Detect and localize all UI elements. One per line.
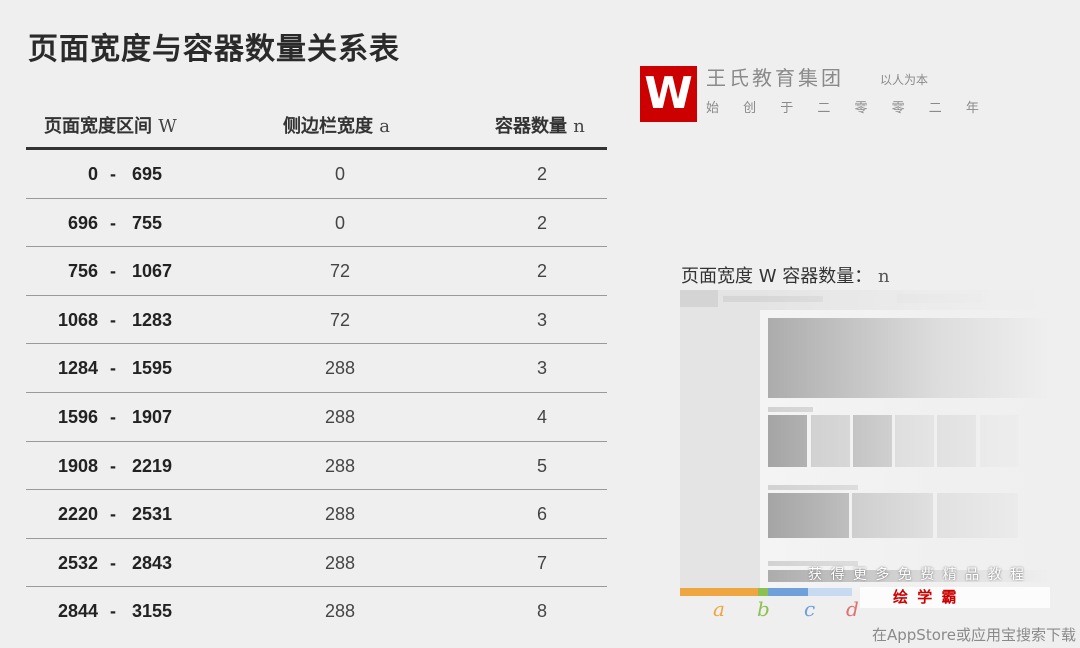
range-from: 2532 [57, 552, 98, 573]
legend-bar-c [768, 588, 808, 596]
watermark-brand-strip [860, 587, 1050, 608]
sidebar-width-cell: 288 [324, 601, 356, 622]
range-to: 1907 [132, 407, 173, 427]
page-title: 页面宽度与容器数量关系表 [28, 32, 400, 67]
header-label: 页面宽度区间 [44, 116, 152, 137]
container-count-cell: 8 [536, 601, 547, 622]
table-row: 1596-1907 288 4 [26, 393, 607, 442]
container-count-cell: 2 [536, 261, 547, 282]
diagram-title: 页面宽度 W 容器数量： n [681, 262, 890, 288]
range-separator: - [110, 261, 116, 282]
table-row: 1068-1283 72 3 [26, 296, 607, 345]
range-from: 1596 [57, 407, 98, 427]
container-count-cell: 2 [536, 212, 547, 233]
header-page-width: 页面宽度区间 W [44, 112, 177, 138]
legend-bar-a [680, 588, 758, 596]
watermark-download: 在AppStore或应用宝搜索下载 [872, 626, 1076, 644]
sidebar-width-cell: 72 [329, 309, 351, 330]
table-row: 1908-2219 288 5 [26, 442, 607, 491]
header-label: 侧边栏宽度 [283, 116, 373, 137]
range-from: 2220 [57, 504, 98, 525]
range-from: 0 [87, 164, 98, 184]
container-count-cell: 7 [536, 552, 547, 573]
sidebar-width-cell: 288 [324, 455, 356, 476]
sidebar-width-cell: 288 [324, 504, 356, 525]
range-from: 696 [67, 212, 98, 233]
header-container-count: 容器数量 n [495, 112, 585, 138]
range-to: 695 [132, 164, 163, 184]
range-to: 2531 [132, 504, 173, 525]
table-row: 2532-2843 288 7 [26, 539, 607, 588]
table-row: 2220-2531 288 6 [26, 490, 607, 539]
watermark-org: 王氏教育集团 [706, 66, 844, 90]
range-separator: - [110, 358, 116, 379]
range-from: 1284 [57, 358, 98, 379]
watermark-since: 始 创 于 二 零 零 二 年 [706, 101, 989, 116]
watermark-brand: 绘 学 霸 [893, 588, 959, 606]
header-var: n [573, 116, 585, 137]
range-from: 1068 [57, 309, 98, 330]
container-count-cell: 3 [536, 309, 547, 330]
layout-diagram [680, 290, 1050, 590]
container-count-cell: 4 [536, 407, 547, 427]
table-row: 756-1067 72 2 [26, 247, 607, 296]
table-row: 0-695 0 2 [26, 150, 607, 199]
header-sidebar-width: 侧边栏宽度 a [283, 112, 390, 138]
legend-label-b: b [757, 597, 770, 621]
range-to: 1595 [132, 358, 173, 379]
diagram-title-var: n [877, 266, 890, 287]
container-count-cell: 2 [536, 164, 547, 184]
range-separator: - [110, 164, 116, 184]
range-from: 2844 [57, 601, 98, 622]
watermark-motto: 以人为本 [880, 73, 929, 87]
range-to: 2843 [132, 552, 173, 573]
range-to: 3155 [132, 601, 173, 622]
sidebar-width-cell: 0 [334, 164, 345, 184]
header-var: W [158, 116, 177, 137]
table-row: 1284-1595 288 3 [26, 344, 607, 393]
container-count-cell: 5 [536, 455, 547, 476]
range-separator: - [110, 212, 116, 233]
table-row: 696-755 0 2 [26, 199, 607, 248]
range-to: 2219 [132, 455, 173, 476]
range-separator: - [110, 309, 116, 330]
legend-bar-b [758, 588, 768, 596]
diagram-title-text: 页面宽度 W 容器数量： [681, 266, 873, 287]
range-separator: - [110, 552, 116, 573]
sidebar-width-cell: 0 [334, 212, 345, 233]
range-separator: - [110, 407, 116, 427]
range-from: 756 [67, 261, 98, 282]
range-separator: - [110, 504, 116, 525]
legend-label-c: c [804, 597, 816, 621]
range-to: 1067 [132, 261, 173, 282]
header-divider [26, 147, 607, 150]
container-count-cell: 6 [536, 504, 547, 525]
legend-bar-d [808, 588, 852, 596]
range-separator: - [110, 455, 116, 476]
watermark-promo: 获 得 更 多 免 费 精 品 教 程 [808, 567, 1027, 583]
container-count-cell: 3 [536, 358, 547, 379]
range-to: 755 [132, 212, 163, 233]
legend-label-d: d [846, 597, 859, 621]
header-var: a [379, 116, 391, 137]
header-label: 容器数量 [495, 116, 567, 137]
range-separator: - [110, 601, 116, 622]
range-from: 1908 [57, 455, 98, 476]
range-to: 1283 [132, 309, 173, 330]
watermark-logo: W [640, 66, 697, 122]
sidebar-width-cell: 288 [324, 407, 356, 427]
sidebar-width-cell: 288 [324, 358, 356, 379]
sidebar-width-cell: 72 [329, 261, 351, 282]
sidebar-width-cell: 288 [324, 552, 356, 573]
table-row: 2844-3155 288 8 [26, 587, 607, 636]
legend-label-a: a [713, 597, 725, 621]
